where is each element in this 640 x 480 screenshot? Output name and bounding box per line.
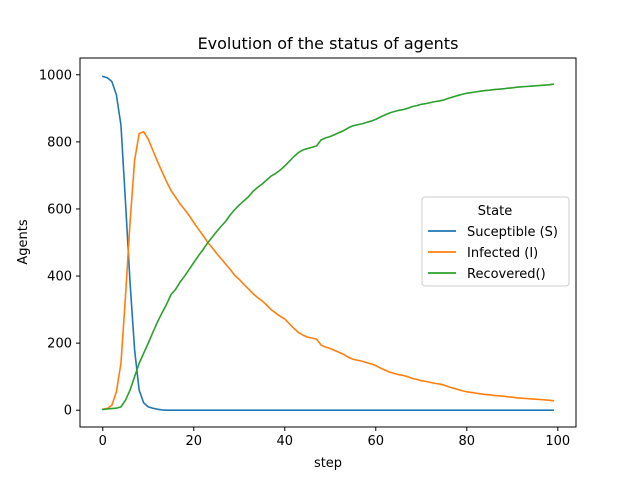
- y-tick-label: 0: [64, 404, 72, 419]
- legend-title: State: [478, 204, 512, 219]
- x-tick-label: 40: [276, 434, 293, 449]
- y-tick-label: 600: [47, 202, 72, 217]
- y-tick-label: 400: [47, 270, 72, 285]
- x-tick-label: 20: [185, 434, 202, 449]
- series-line-2: [101, 131, 555, 411]
- series-group: [101, 75, 555, 412]
- x-tick-label: 60: [368, 434, 385, 449]
- x-tick-label: 80: [459, 434, 476, 449]
- legend-label: Infected (I): [467, 246, 538, 261]
- y-tick-label: 800: [47, 135, 72, 150]
- chart-title: Evolution of the status of agents: [198, 34, 459, 53]
- series-line-3: [101, 83, 555, 411]
- plot-frame: [79, 57, 577, 428]
- legend-items: Suceptible (S) Infected (I) Recovered(): [428, 225, 558, 282]
- x-axis-label: step: [314, 456, 342, 471]
- y-tick-label: 200: [47, 337, 72, 352]
- legend-box: [421, 196, 570, 287]
- x-tick-label: 100: [545, 434, 570, 449]
- legend-label: Recovered(): [467, 267, 546, 282]
- y-axis: 0 200 400 600 800 1000: [39, 68, 80, 419]
- series-line-1: [101, 75, 555, 412]
- x-tick-label: 0: [99, 434, 107, 449]
- legend: State Suceptible (S) Infected (I) Recovere…: [421, 196, 570, 287]
- x-axis: 0 20 40 60 80 100: [99, 427, 570, 449]
- y-axis-label: Agents: [16, 219, 31, 264]
- legend-label: Suceptible (S): [467, 225, 558, 240]
- y-tick-label: 1000: [39, 68, 72, 83]
